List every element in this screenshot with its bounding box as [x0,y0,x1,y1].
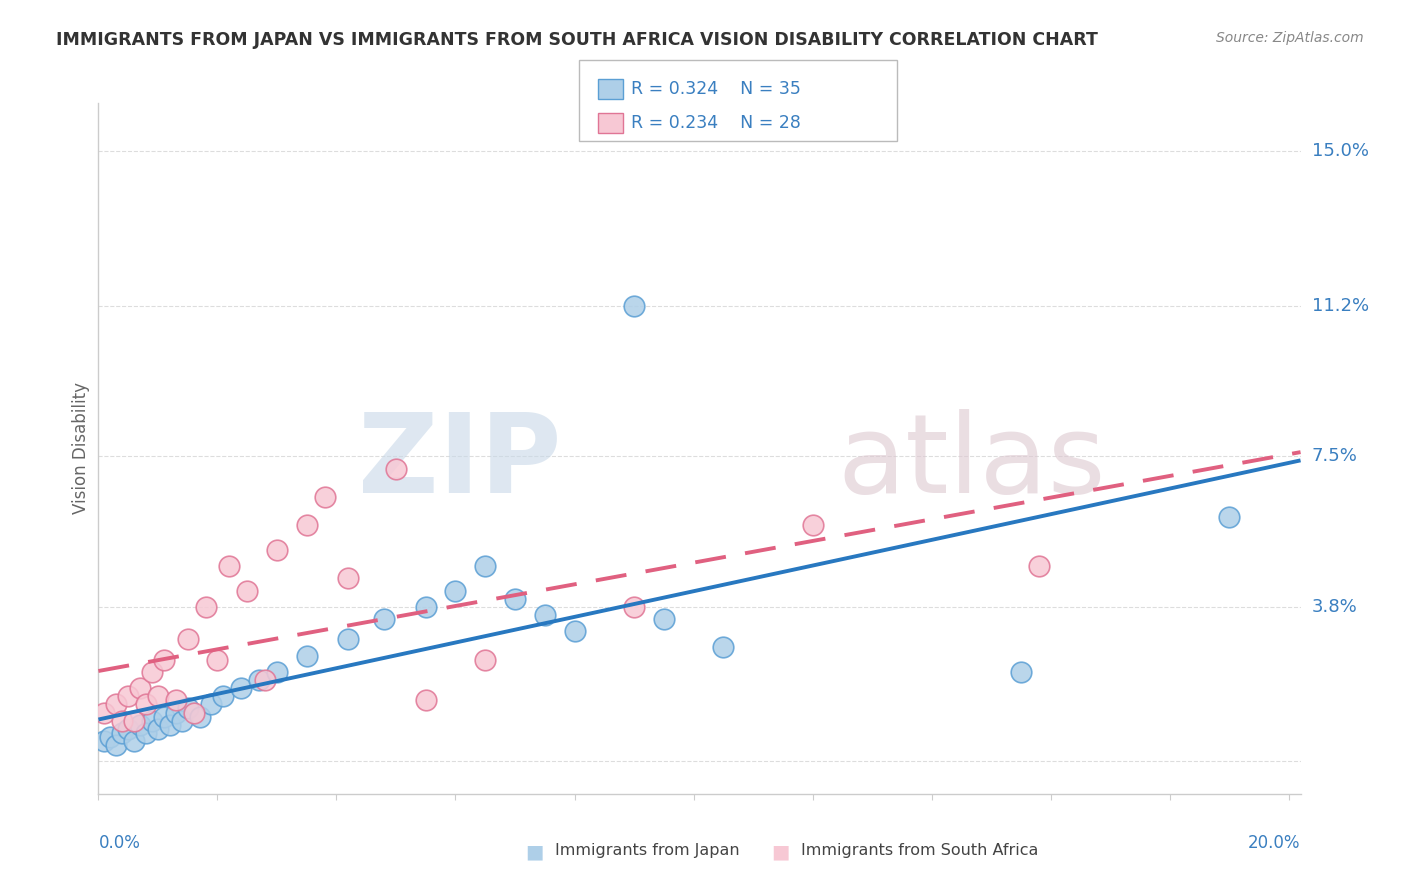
Point [337,571,360,585]
Point [212,690,235,704]
Point [122,734,145,748]
Point [1010,665,1032,679]
Text: ■: ■ [770,843,790,862]
Point [153,709,176,723]
Point [623,599,645,614]
Point [93,706,115,720]
Point [533,607,555,622]
Text: R = 0.234    N = 28: R = 0.234 N = 28 [631,114,801,132]
Text: 15.0%: 15.0% [1312,143,1369,161]
Point [183,706,205,720]
Point [165,706,187,720]
Text: Immigrants from Japan: Immigrants from Japan [555,843,740,858]
Point [503,591,526,606]
Point [111,726,134,740]
Point [188,709,211,723]
Point [105,698,128,712]
Point [117,722,139,736]
Point [194,599,217,614]
Point [122,714,145,728]
Point [146,722,169,736]
Point [474,653,496,667]
Point [711,640,734,655]
Point [153,653,176,667]
Point [652,612,675,626]
Point [117,690,139,704]
Point [415,599,437,614]
Text: 20.0%: 20.0% [1249,834,1301,852]
Point [254,673,277,687]
Point [295,648,318,663]
Point [266,665,288,679]
Point [474,559,496,574]
Point [141,665,163,679]
Point [444,583,467,598]
Point [165,693,187,707]
Point [218,559,240,574]
Text: R = 0.324    N = 35: R = 0.324 N = 35 [631,80,801,98]
Point [111,714,134,728]
Point [295,518,318,533]
Text: atlas: atlas [838,409,1107,516]
Point [93,734,115,748]
Point [146,690,169,704]
Point [105,738,128,752]
Point [1218,510,1240,524]
Point [337,632,360,647]
Point [373,612,395,626]
Point [170,714,193,728]
Point [176,701,198,715]
Point [231,681,253,695]
Text: Source: ZipAtlas.com: Source: ZipAtlas.com [1216,31,1364,45]
Point [129,717,152,731]
Point [623,299,645,313]
Point [801,518,824,533]
Text: 0.0%: 0.0% [98,834,141,852]
Text: 7.5%: 7.5% [1312,448,1358,466]
Text: IMMIGRANTS FROM JAPAN VS IMMIGRANTS FROM SOUTH AFRICA VISION DISABILITY CORRELAT: IMMIGRANTS FROM JAPAN VS IMMIGRANTS FROM… [56,31,1098,49]
Text: 11.2%: 11.2% [1312,297,1369,315]
Y-axis label: Vision Disability: Vision Disability [72,383,90,514]
Point [415,693,437,707]
Point [207,653,229,667]
Point [129,681,152,695]
Point [564,624,586,639]
Point [247,673,270,687]
Text: ZIP: ZIP [359,409,561,516]
Point [98,730,121,744]
Point [200,698,222,712]
Point [1028,559,1050,574]
Point [159,717,181,731]
Point [135,698,157,712]
Text: 3.8%: 3.8% [1312,598,1358,615]
Point [314,490,336,504]
Point [236,583,259,598]
Point [385,461,408,475]
Point [135,726,157,740]
Text: Immigrants from South Africa: Immigrants from South Africa [801,843,1039,858]
Point [176,632,198,647]
Point [266,542,288,557]
Point [141,714,163,728]
Text: ■: ■ [524,843,544,862]
